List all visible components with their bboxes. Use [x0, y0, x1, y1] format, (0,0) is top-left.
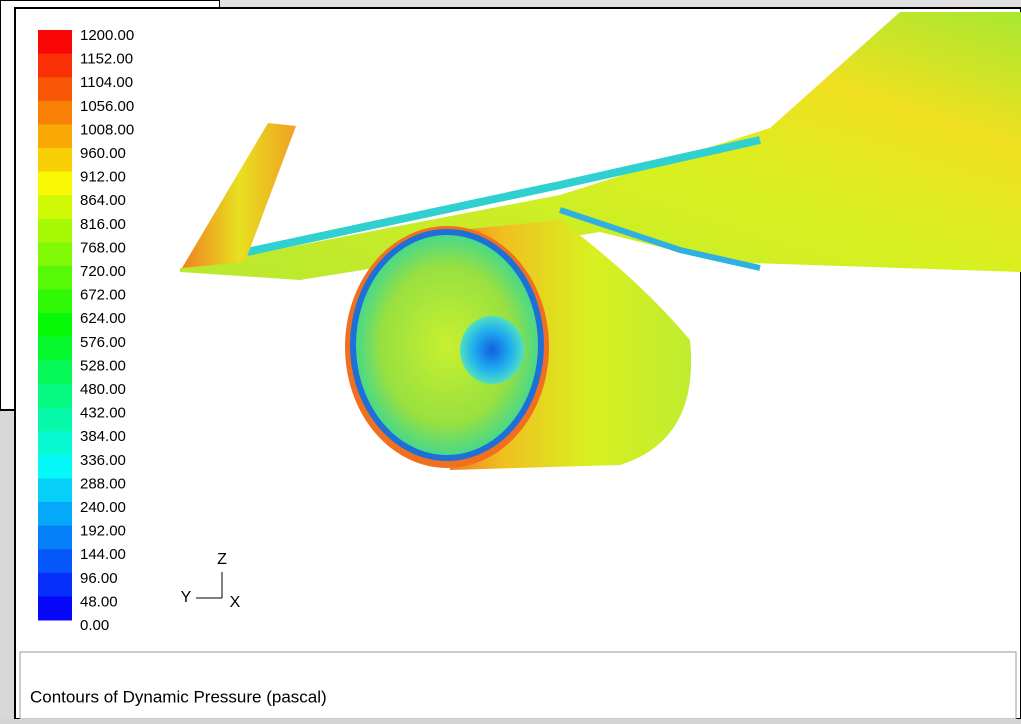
colorbar-label: 576.00 — [80, 334, 126, 351]
colorbar-swatch — [38, 502, 72, 527]
colorbar-swatch — [38, 30, 72, 55]
colorbar-label: 144.00 — [80, 546, 126, 563]
colorbar-label: 1200.00 — [80, 27, 134, 44]
colorbar-label: 720.00 — [80, 263, 126, 280]
aircraft — [180, 12, 1021, 470]
colorbar-swatch — [38, 77, 72, 102]
colorbar-label: 288.00 — [80, 475, 126, 492]
colorbar-swatch — [38, 266, 72, 291]
z-label: Z — [217, 551, 227, 568]
colorbar-swatch — [38, 360, 72, 385]
colorbar-swatch — [38, 407, 72, 432]
colorbar-label: 336.00 — [80, 452, 126, 469]
colorbar-label: 1056.00 — [80, 98, 134, 115]
axis-triad: Z Y X — [181, 551, 241, 611]
colorbar-swatch — [38, 100, 72, 125]
wing — [180, 12, 1021, 280]
colorbar-label: 864.00 — [80, 192, 126, 209]
colorbar-swatch — [38, 525, 72, 550]
pylon-edge — [559, 207, 761, 271]
colorbar-label: 480.00 — [80, 381, 126, 398]
colorbar-label: 816.00 — [80, 216, 126, 233]
colorbar-label: 384.00 — [80, 428, 126, 445]
inlet — [350, 229, 544, 461]
colorbar-swatch — [38, 195, 72, 220]
colorbar-swatch — [38, 53, 72, 78]
colorbar-label: 528.00 — [80, 357, 126, 374]
colorbar-label: 1104.00 — [80, 74, 133, 91]
x-label: X — [230, 594, 241, 611]
colorbar-label: 192.00 — [80, 523, 126, 540]
colorbar-label: 624.00 — [80, 310, 126, 327]
colorbar-swatch — [38, 596, 72, 621]
colorbar-label: 240.00 — [80, 499, 126, 516]
colorbar-swatch — [38, 289, 72, 314]
colorbar-swatch — [38, 124, 72, 149]
colorbar-swatch — [38, 313, 72, 338]
colorbar-label: 672.00 — [80, 287, 126, 304]
colorbar-swatch — [38, 431, 72, 456]
caption: Contours of Dynamic Pressure (pascal) — [30, 687, 327, 706]
winglet — [182, 123, 296, 268]
spinner — [460, 316, 524, 384]
colorbar-label: 768.00 — [80, 239, 126, 256]
colorbar-swatch — [38, 171, 72, 196]
colorbar-label: 1008.00 — [80, 121, 134, 138]
colorbar-label: 48.00 — [80, 593, 118, 610]
back-window-top — [220, 0, 1021, 8]
colorbar-label: 960.00 — [80, 145, 126, 162]
caption-box — [19, 651, 1017, 720]
colorbar-swatch — [38, 336, 72, 361]
colorbar-swatch — [38, 148, 72, 173]
colorbar-swatch — [38, 454, 72, 479]
y-label: Y — [181, 589, 192, 606]
colorbar-swatch — [38, 218, 72, 243]
leading-edge — [199, 136, 761, 266]
colorbar-label: 1152.00 — [80, 51, 133, 68]
colorbar-swatch — [38, 572, 72, 597]
colorbar-swatch — [38, 549, 72, 574]
colorbar-swatch — [38, 384, 72, 409]
colorbar-swatch — [38, 478, 72, 503]
colorbar-label: 912.00 — [80, 169, 126, 186]
colorbar-label: 432.00 — [80, 405, 126, 422]
colorbar-label: 96.00 — [80, 570, 118, 587]
colorbar: 1200.00 1152.00 1104.00 1056.00 1008.00 960.0… — [38, 27, 134, 634]
colorbar-swatch — [38, 242, 72, 267]
colorbar-label: 0.00 — [80, 617, 109, 634]
